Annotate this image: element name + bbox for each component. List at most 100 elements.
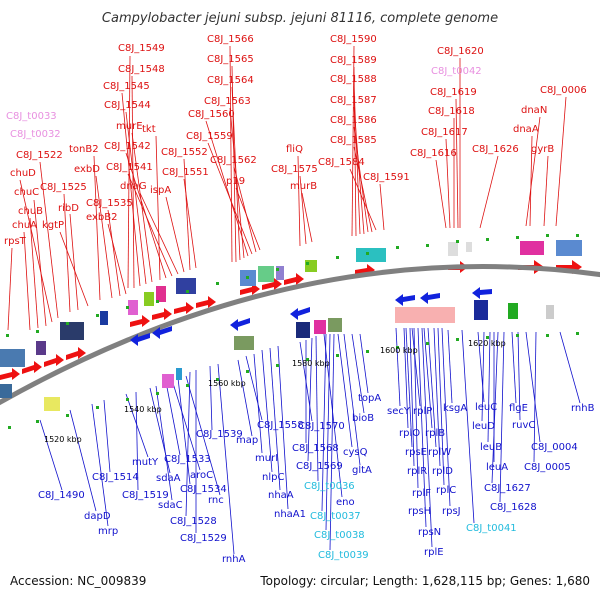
leader-line: [487, 331, 491, 443]
gene-label: fliQ: [286, 144, 303, 155]
leader-line: [395, 327, 401, 407]
leader-line: [135, 391, 139, 491]
leader-line: [413, 327, 419, 489]
gene-label: gyrB: [531, 144, 554, 155]
gene-label: dnaG: [120, 181, 147, 192]
leader-line: [103, 399, 111, 473]
gene-label: leuD: [472, 421, 495, 432]
gene-label: C8J_1549: [118, 43, 165, 54]
gene-label: chuB: [18, 206, 43, 217]
leader-line: [91, 403, 109, 527]
leader-line: [127, 173, 173, 277]
gene-label: exbB2: [86, 212, 117, 223]
gene-label: topA: [358, 393, 381, 404]
gene-label: eno: [336, 497, 355, 508]
leader-line: [315, 335, 319, 482]
gene-label: rpsE: [405, 447, 427, 458]
tick-mark: [216, 282, 219, 285]
gene-label: C8J_1545: [103, 81, 150, 92]
gene-label: C8J_1627: [484, 483, 531, 494]
gene-label: murB: [290, 181, 317, 192]
leader-line: [235, 187, 261, 251]
gene-label: C8J_1618: [428, 106, 475, 117]
gene-label: rpsN: [418, 527, 441, 538]
leader-line: [533, 331, 537, 463]
leader-line: [445, 138, 451, 229]
gene-label: ruvC: [512, 420, 535, 431]
gene-label: murI: [255, 453, 278, 464]
leader-line: [351, 333, 365, 414]
leader-line: [233, 166, 257, 253]
leader-line: [63, 193, 71, 313]
gene-label: C8J_1587: [330, 95, 377, 106]
leader-line: [349, 168, 377, 231]
gene-label: rpsH: [408, 506, 431, 517]
leader-line: [59, 231, 89, 307]
gene-label: secY: [387, 406, 411, 417]
leader-line: [329, 333, 335, 551]
gene-label: C8J_1620: [437, 46, 484, 57]
gene-label: aroC: [190, 470, 213, 481]
leader-line: [437, 327, 445, 486]
leader-line: [217, 363, 235, 555]
gene-label: C8J_1564: [207, 75, 254, 86]
leader-line: [277, 345, 289, 510]
gene-label: C8J_1539: [196, 429, 243, 440]
gene-label: dapD: [84, 511, 111, 522]
genome-backbone: [0, 264, 600, 406]
gene-label: C8J_1590: [330, 34, 377, 45]
tick-mark: [276, 268, 279, 271]
leader-line: [205, 120, 249, 257]
tick-mark: [36, 420, 39, 423]
tick-mark: [66, 322, 69, 325]
tick-mark: [396, 346, 399, 349]
leader-line: [237, 359, 253, 437]
gene-label: leuB: [480, 442, 502, 453]
reverse-gene-leader-lines: [39, 327, 581, 555]
leader-line: [359, 333, 369, 394]
gene-label: C8J_1589: [330, 55, 377, 66]
gene-label: C8J_1558: [257, 420, 304, 431]
gene-label: chuD: [10, 168, 36, 179]
gene-label: C8J_1529: [180, 533, 227, 544]
gene-label: nhaA: [268, 490, 294, 501]
gene-label: C8J_1542: [104, 141, 151, 152]
gene-label: ispA: [150, 185, 171, 196]
gene-label: tkt: [142, 124, 156, 135]
gene-label: murE: [116, 121, 143, 132]
leader-line: [39, 419, 63, 491]
gene-label: C8J_1525: [40, 182, 87, 193]
gene-label: C8J_1528: [170, 516, 217, 527]
gene-label: C8J_t0032: [10, 129, 61, 140]
leader-line: [269, 347, 281, 491]
tick-mark: [576, 332, 579, 335]
tick-mark: [486, 336, 489, 339]
leader-line: [69, 213, 79, 311]
tick-mark: [456, 240, 459, 243]
gene-label: C8J_1490: [38, 490, 85, 501]
tick-mark: [306, 262, 309, 265]
gene-label: rnc: [208, 495, 224, 506]
gene-label: C8J_1552: [161, 147, 208, 158]
gene-label: sdaA: [156, 473, 181, 484]
leader-line: [433, 327, 441, 467]
tick-mark: [96, 406, 99, 409]
gene-label: C8J_1584: [318, 157, 365, 168]
tick-marks: [6, 234, 579, 429]
gene-label: sdaC: [158, 500, 183, 511]
gene-label: C8J_t0038: [314, 530, 365, 541]
gene-label: rplE: [424, 547, 444, 558]
gene-label: leuC: [475, 402, 497, 413]
leader-line: [171, 379, 201, 471]
leader-line: [441, 327, 451, 507]
gene-label: C8J_1619: [430, 87, 477, 98]
tick-mark: [486, 238, 489, 241]
leader-line: [177, 377, 191, 485]
leader-line: [107, 223, 127, 295]
leader-line: [403, 327, 409, 429]
gene-label: C8J_t0037: [310, 511, 361, 522]
gene-label: C8J_1534: [180, 484, 227, 495]
leader-line: [131, 132, 153, 283]
gene-label: chuC: [14, 187, 39, 198]
